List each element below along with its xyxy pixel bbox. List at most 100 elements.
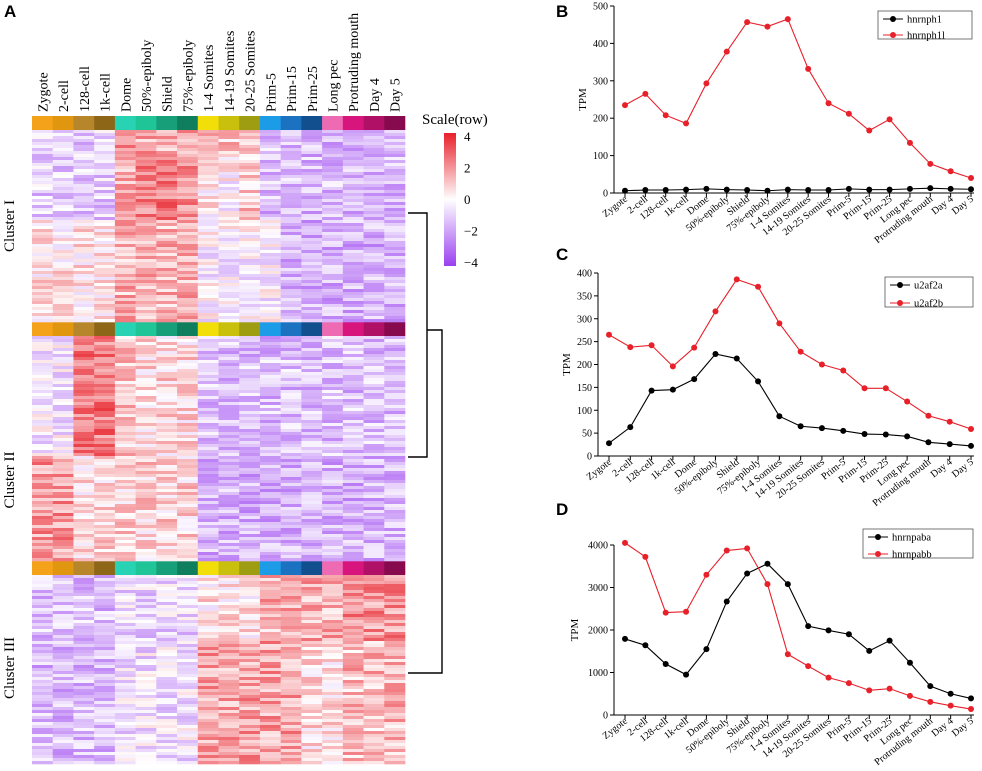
heatmap-cell	[239, 668, 261, 672]
heatmap-cell	[280, 310, 302, 314]
heatmap-cell	[197, 378, 219, 382]
heatmap-cell	[177, 130, 199, 134]
heatmap-cell	[218, 677, 240, 681]
heatmap-cell	[384, 608, 406, 612]
heatmap-cell	[259, 342, 281, 346]
heatmap-cell	[259, 420, 281, 424]
heatmap-cell	[73, 719, 95, 723]
stage-label: Zygote	[36, 72, 51, 112]
heatmap-cell	[384, 441, 406, 445]
legend-box	[862, 528, 974, 559]
heatmap-cell	[94, 599, 116, 603]
heatmap-cell	[301, 217, 323, 221]
heatmap-cell	[177, 626, 199, 630]
heatmap-cell	[94, 480, 116, 484]
heatmap-cell	[259, 692, 281, 696]
heatmap-cell	[114, 417, 136, 421]
heatmap-cell	[218, 435, 240, 439]
heatmap-cell	[280, 387, 302, 391]
heatmap-cell	[384, 602, 406, 606]
heatmap-cell	[342, 617, 364, 621]
heatmap-cell	[301, 244, 323, 248]
heatmap-cell	[218, 154, 240, 158]
heatmap-cell	[94, 387, 116, 391]
heatmap-cell	[239, 743, 261, 747]
heatmap-cell	[239, 602, 261, 606]
heatmap-cell	[322, 271, 344, 275]
heatmap-cell	[135, 229, 157, 233]
heatmap-cell	[177, 181, 199, 185]
heatmap-cell	[156, 259, 178, 263]
heatmap-cell	[301, 408, 323, 412]
heatmap-cell	[94, 444, 116, 448]
heatmap-cell	[322, 384, 344, 388]
heatmap-cell	[156, 211, 178, 215]
heatmap-cell	[280, 683, 302, 687]
heatmap-cell	[197, 698, 219, 702]
heatmap-cell	[384, 426, 406, 430]
heatmap-cell	[342, 689, 364, 693]
data-point	[927, 683, 934, 690]
legend-entry-label: u2af2b	[914, 299, 943, 310]
heatmap-cell	[301, 372, 323, 376]
heatmap-cell	[32, 399, 54, 403]
heatmap-cell	[94, 238, 116, 242]
heatmap-cell	[114, 480, 136, 484]
heatmap-cell	[301, 199, 323, 203]
heatmap-cell	[32, 549, 54, 553]
heatmap-cell	[52, 632, 74, 636]
heatmap-cell	[259, 528, 281, 532]
heatmap-cell	[197, 133, 219, 137]
heatmap-cell	[280, 552, 302, 556]
heatmap-cell	[259, 617, 281, 621]
heatmap-cell	[218, 620, 240, 624]
heatmap-cell	[363, 480, 385, 484]
heatmap-cell	[342, 516, 364, 520]
heatmap-cell	[322, 181, 344, 185]
heatmap-cell	[384, 731, 406, 735]
heatmap-cell	[218, 256, 240, 260]
heatmap-cell	[239, 504, 261, 508]
data-point	[691, 376, 698, 383]
heatmap-cell	[94, 256, 116, 260]
heatmap-cell	[135, 298, 157, 302]
heatmap-cell	[280, 154, 302, 158]
heatmap-cell	[363, 274, 385, 278]
heatmap-cell	[259, 274, 281, 278]
heatmap-cell	[32, 537, 54, 541]
heatmap-cell	[197, 546, 219, 550]
heatmap-cell	[342, 435, 364, 439]
heatmap-cell	[239, 522, 261, 526]
heatmap-cell	[52, 656, 74, 660]
heatmap-cell	[73, 160, 95, 164]
heatmap-cell	[239, 623, 261, 627]
heatmap-cell	[301, 546, 323, 550]
heatmap-cell	[342, 247, 364, 251]
heatmap-cell	[114, 166, 136, 170]
heatmap-cell	[32, 238, 54, 242]
heatmap-cell	[301, 187, 323, 191]
heatmap-cell	[239, 626, 261, 630]
heatmap-cell	[156, 166, 178, 170]
heatmap-cell	[73, 701, 95, 705]
heatmap-cell	[301, 271, 323, 275]
y-axis-label: TPM	[569, 618, 581, 641]
heatmap-cell	[177, 632, 199, 636]
heatmap-cell	[384, 444, 406, 448]
heatmap-cell	[259, 596, 281, 600]
heatmap-cell	[156, 474, 178, 478]
heatmap-cell	[363, 348, 385, 352]
heatmap-cell	[197, 163, 219, 167]
heatmap-cell	[114, 578, 136, 582]
heatmap-cell	[156, 199, 178, 203]
heatmap-cell	[280, 363, 302, 367]
heatmap-cell	[280, 611, 302, 615]
heatmap-cell	[384, 148, 406, 152]
heatmap-cell	[363, 513, 385, 517]
heatmap-cell	[384, 354, 406, 358]
heatmap-cell	[135, 411, 157, 415]
heatmap-cell	[239, 683, 261, 687]
heatmap-cell	[259, 351, 281, 355]
heatmap-cell	[177, 671, 199, 675]
heatmap-cell	[156, 256, 178, 260]
